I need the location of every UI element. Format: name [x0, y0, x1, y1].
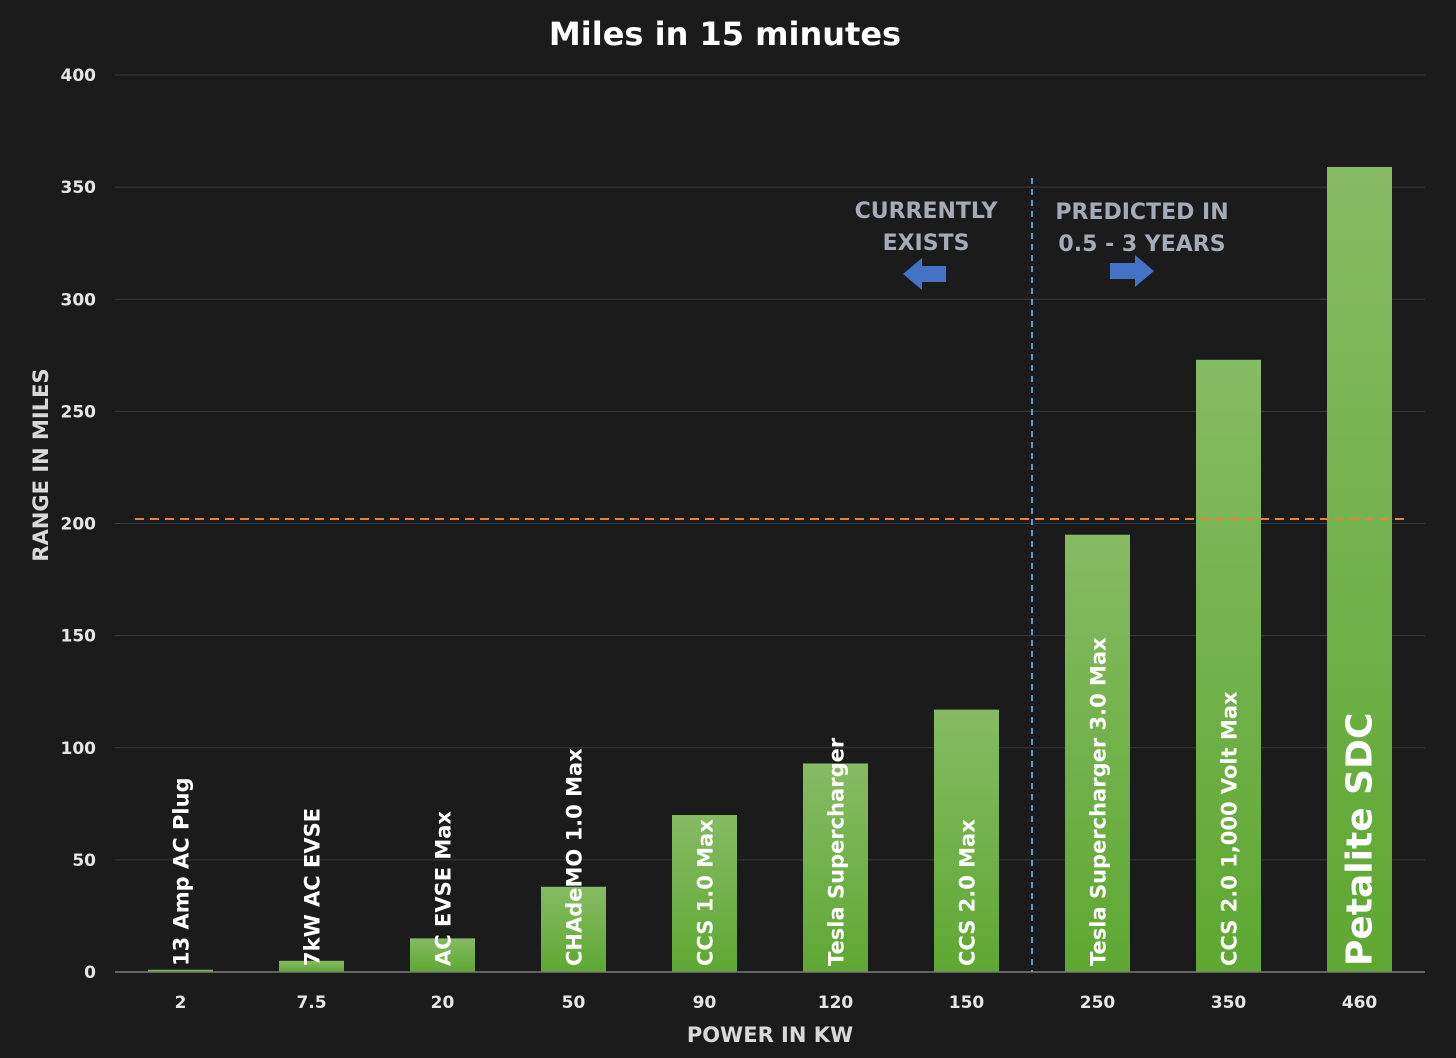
annotations: CURRENTLY EXISTS PREDICTED IN 0.5 - 3 YEARS [855, 199, 1229, 290]
annotation-current: CURRENTLY [855, 199, 999, 224]
bar-label: 13 Amp AC Plug [170, 777, 194, 966]
axes: Miles in 15 minutes050100150200250300350… [29, 15, 1425, 1047]
x-tick-label: 250 [1080, 993, 1116, 1013]
x-tick-label: 7.5 [296, 993, 326, 1013]
bar-label: Petalite SDC [1340, 713, 1381, 966]
bars [148, 166, 1392, 972]
y-tick-label: 0 [84, 963, 96, 983]
bar-label: CCS 1.0 Max [694, 819, 718, 966]
y-tick-label: 250 [61, 402, 97, 422]
arrow-left-icon [903, 258, 946, 290]
x-tick-label: 460 [1342, 993, 1378, 1013]
bar-label: Tesla Supercharger [825, 737, 849, 966]
bar [934, 709, 999, 972]
bar-label: 7kW AC EVSE [301, 808, 325, 966]
y-tick-label: 150 [61, 627, 97, 647]
arrow-right-icon [1110, 255, 1154, 287]
annotation-current: EXISTS [883, 231, 970, 256]
x-axis-title: POWER IN KW [687, 1023, 853, 1047]
x-tick-label: 90 [693, 993, 717, 1013]
y-tick-label: 50 [72, 851, 96, 871]
grid-lines [115, 74, 1425, 861]
bar [803, 763, 868, 972]
x-tick-label: 120 [818, 993, 854, 1013]
bar [148, 969, 213, 972]
x-tick-label: 50 [562, 993, 586, 1013]
x-tick-label: 20 [431, 993, 455, 1013]
x-tick-label: 2 [175, 993, 187, 1013]
bar-label: AC EVSE Max [432, 811, 456, 966]
bar-labels: 13 Amp AC Plug 7kW AC EVSE AC EVSE Max CHAd… [170, 637, 1381, 966]
bar-label: CCS 2.0 Max [956, 819, 980, 966]
bar-label: CHAdeMO 1.0 Max [563, 748, 587, 966]
bar-label: CCS 2.0 1,000 Volt Max [1218, 691, 1242, 966]
bar [1196, 359, 1261, 972]
y-tick-label: 400 [61, 66, 97, 86]
x-tick-label: 150 [949, 993, 985, 1013]
annotation-predicted: PREDICTED IN [1055, 200, 1228, 225]
bar [672, 815, 737, 972]
bar [410, 938, 475, 972]
reference-lines [135, 178, 1405, 972]
x-tick-label: 350 [1211, 993, 1247, 1013]
y-tick-label: 100 [61, 739, 97, 759]
bar-label: Tesla Supercharger 3.0 Max [1087, 637, 1111, 966]
bar [1065, 534, 1130, 972]
chart-title: Miles in 15 minutes [549, 15, 901, 53]
y-tick-label: 300 [61, 290, 97, 310]
annotation-predicted: 0.5 - 3 YEARS [1058, 232, 1225, 257]
bar [541, 886, 606, 972]
y-tick-label: 350 [61, 178, 97, 198]
bar [279, 960, 344, 972]
bar [1327, 166, 1392, 972]
y-tick-label: 200 [61, 515, 97, 535]
y-axis-title: RANGE IN MILES [29, 368, 53, 561]
